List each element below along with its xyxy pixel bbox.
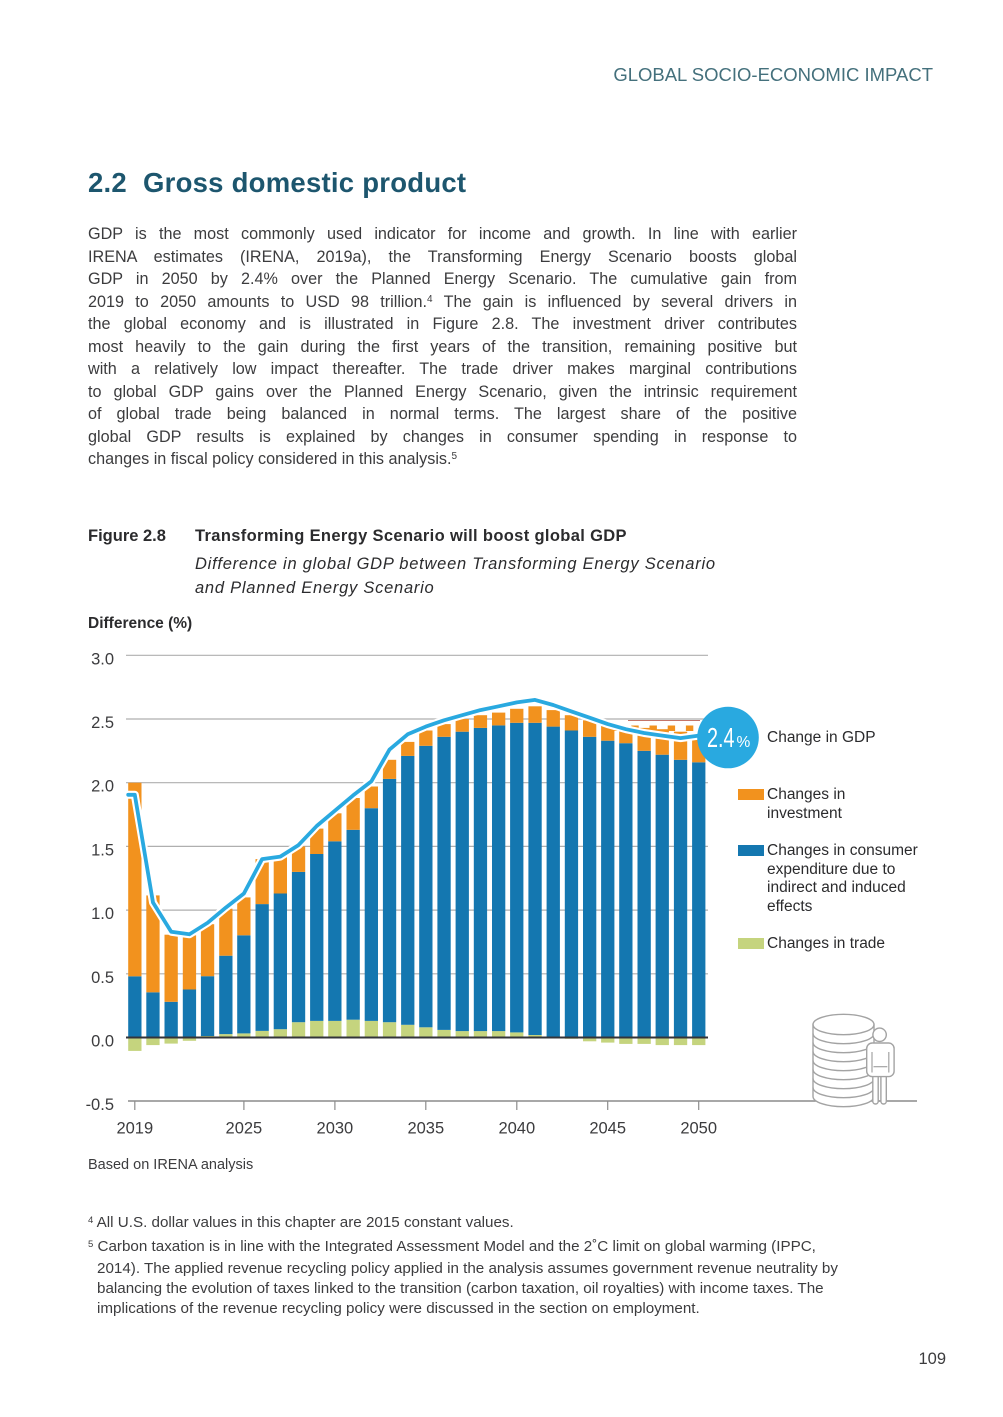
svg-text:2035: 2035 (407, 1120, 444, 1138)
svg-text:2040: 2040 (498, 1120, 535, 1138)
svg-text:0.5: 0.5 (91, 969, 114, 987)
svg-text:1.0: 1.0 (91, 905, 114, 923)
svg-text:2030: 2030 (317, 1120, 354, 1138)
svg-text:0.0: 0.0 (91, 1033, 114, 1051)
svg-text:1.5: 1.5 (91, 841, 114, 859)
svg-text:3.0: 3.0 (91, 650, 114, 668)
svg-text:2019: 2019 (116, 1120, 153, 1138)
svg-text:-0.5: -0.5 (86, 1096, 114, 1114)
svg-text:2025: 2025 (226, 1120, 263, 1138)
svg-text:2045: 2045 (589, 1120, 626, 1138)
svg-text:2.4: 2.4 (707, 722, 735, 753)
svg-text:2.0: 2.0 (91, 778, 114, 796)
svg-text:%: % (737, 734, 751, 751)
svg-text:2.5: 2.5 (91, 714, 114, 732)
svg-text:2050: 2050 (680, 1120, 717, 1138)
